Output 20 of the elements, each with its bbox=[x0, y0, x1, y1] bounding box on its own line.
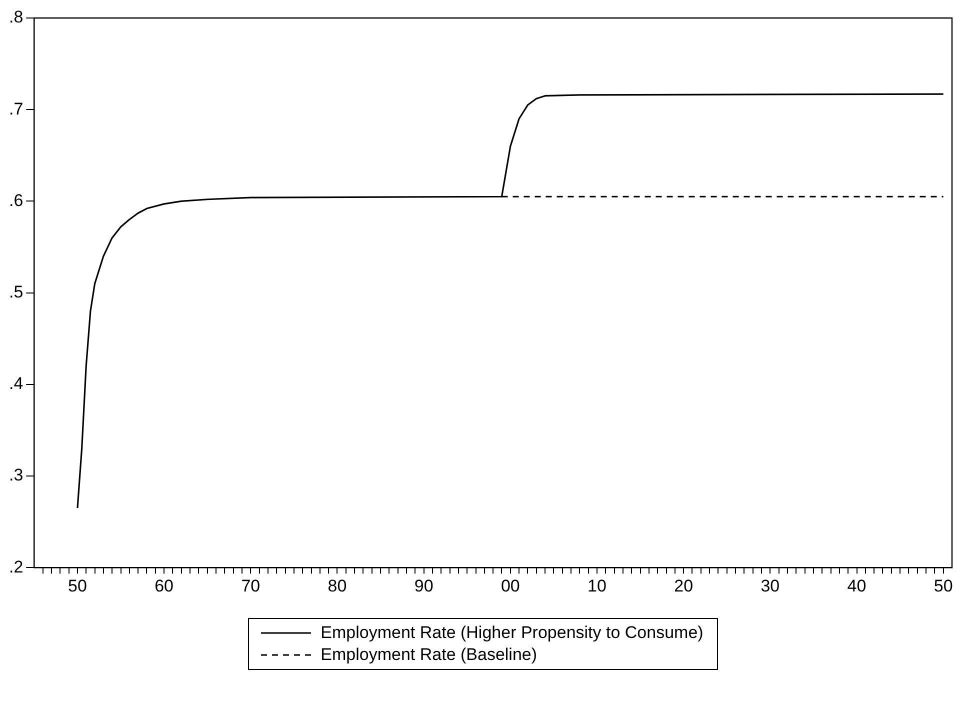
y-tick-label: .3 bbox=[8, 466, 24, 485]
x-tick-label: 00 bbox=[500, 576, 520, 596]
y-tick-label: .8 bbox=[8, 8, 24, 27]
y-tick-label: .6 bbox=[8, 190, 24, 210]
x-tick-label: 70 bbox=[241, 576, 260, 596]
x-tick-label: 80 bbox=[328, 576, 347, 596]
x-tick-label: 30 bbox=[760, 576, 780, 596]
x-tick-label: 20 bbox=[674, 576, 694, 596]
y-tick-label: .4 bbox=[8, 374, 24, 394]
x-tick-label: 50 bbox=[934, 576, 953, 596]
x-tick-label: 50 bbox=[68, 576, 87, 596]
x-tick-label: 60 bbox=[154, 576, 174, 596]
y-tick-label: .2 bbox=[8, 557, 24, 576]
x-tick-label: 40 bbox=[847, 576, 866, 596]
y-tick-label: .7 bbox=[8, 99, 24, 118]
x-tick-label: 10 bbox=[588, 576, 606, 596]
x-tick-label: 90 bbox=[414, 576, 434, 596]
legend-label: Employment Rate (Higher Propensity to Consume) bbox=[320, 622, 704, 644]
y-tick-label: .5 bbox=[8, 282, 24, 302]
legend-label: Employment Rate (Baseline) bbox=[320, 644, 538, 666]
